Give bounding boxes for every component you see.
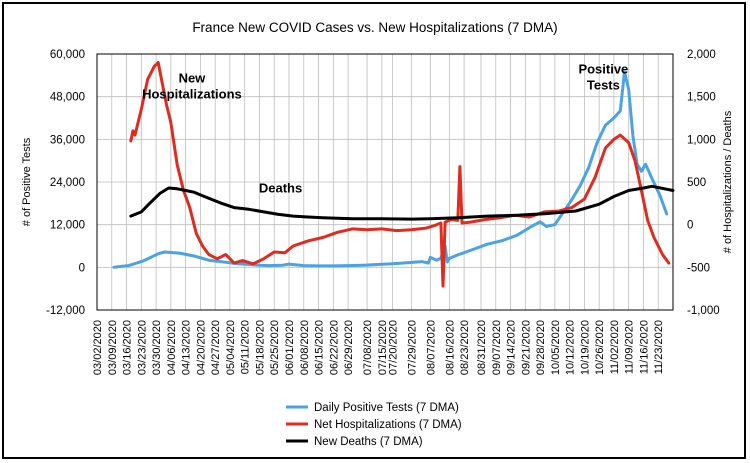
x-axis-tick-label: 03/23/2020: [136, 320, 148, 375]
series-line: [112, 70, 669, 269]
x-axis-tick-label: 05/18/2020: [254, 320, 266, 375]
x-axis-tick-label: 04/20/2020: [195, 320, 207, 375]
left-axis-tick-label: 48,000: [50, 92, 85, 104]
annotation-label: New Hospitalizations: [142, 70, 242, 101]
left-axis-tick-label: 36,000: [50, 134, 85, 146]
left-axis-tick-label: 60,000: [50, 49, 85, 61]
plot-area-border: [96, 53, 674, 311]
right-axis-ticks: -1,000 -500 0 500 1,000 1,500 2,000: [687, 49, 720, 317]
x-axis-tick-label: 06/08/2020: [299, 320, 311, 375]
x-axis-tick-label: 08/07/2020: [425, 320, 437, 375]
x-axis-tick-label: 11/16/2020: [638, 320, 650, 374]
series-line: [129, 184, 675, 221]
right-axis-tick-label: 0: [687, 220, 693, 232]
x-axis-tick-label: 06/15/2020: [314, 320, 326, 375]
left-axis-tick-label: 24,000: [50, 177, 85, 189]
left-axis-title: # of Positive Tests: [21, 137, 33, 226]
right-axis-tick-label: 1,500: [687, 92, 716, 104]
x-axis-tick-label: 03/09/2020: [107, 320, 119, 375]
x-axis-tick-label: 08/16/2020: [444, 320, 456, 375]
right-axis-tick-label: 1,000: [687, 134, 716, 146]
x-axis-tick-label: 10/19/2020: [579, 320, 591, 375]
x-axis-tick-label: 10/05/2020: [550, 320, 562, 375]
x-axis-tick-label: 09/07/2020: [491, 320, 503, 375]
x-axis-tick-label: 06/01/2020: [284, 320, 296, 375]
left-axis-tick-label: 0: [79, 262, 85, 274]
x-axis-tick-label: 09/14/2020: [506, 320, 518, 375]
x-axis-tick-label: 05/11/2020: [240, 320, 252, 374]
x-axis-tick-label: 09/28/2020: [535, 320, 547, 375]
x-axis-tick-label: 11/02/2020: [609, 320, 621, 374]
x-axis-tick-label: 09/21/2020: [520, 320, 532, 375]
x-axis-tick-label: 10/26/2020: [594, 320, 606, 375]
left-axis-ticks: -12,000 0 12,000 24,000 36,000 48,000 60,000: [46, 49, 85, 317]
x-axis-tick-label: 08/31/2020: [476, 320, 488, 375]
covid-chart: France New COVID Cases vs. New Hospitali…: [21, 20, 734, 448]
right-axis-tick-label: -500: [687, 262, 710, 274]
series-lines: [112, 61, 675, 288]
right-axis-tick-label: 2,000: [687, 49, 716, 61]
x-axis-tick-label: 04/27/2020: [210, 320, 222, 375]
series-line: [129, 61, 671, 288]
x-axis-tick-label: 04/13/2020: [181, 320, 193, 375]
x-axis-tick-label: 03/16/2020: [122, 320, 134, 375]
x-axis-tick-label: 05/04/2020: [225, 320, 237, 375]
x-axis-tick-label: 08/23/2020: [459, 320, 471, 375]
x-axis-tick-label: 05/25/2020: [269, 320, 281, 375]
x-axis-tick-label: 11/09/2020: [624, 320, 636, 374]
chart-frame: France New COVID Cases vs. New Hospitali…: [2, 2, 746, 459]
right-axis-tick-label: 500: [687, 177, 706, 189]
x-axis-tick-label: 03/02/2020: [92, 320, 104, 375]
x-axis-tick-label: 07/15/2020: [377, 320, 389, 375]
annotation-label: Deaths: [259, 181, 302, 196]
left-axis-tick-label: 12,000: [50, 220, 85, 232]
x-axis-tick-label: 06/22/2020: [328, 320, 340, 375]
x-axis-tick-label: 07/08/2020: [362, 320, 374, 375]
x-axis-tick-label: 07/29/2020: [406, 320, 418, 375]
x-axis-tick-label: 03/30/2020: [151, 320, 163, 375]
left-axis-tick-label: -12,000: [46, 305, 85, 317]
x-axis-ticks: 03/02/2020 03/09/2020 03/16/2020 03/23/2020…: [92, 320, 665, 375]
legend-label: Net Hospitalizations (7 DMA): [314, 419, 462, 431]
annotation-label: Positive Tests: [578, 62, 628, 93]
right-axis-title: # of Hospitalizations / Deaths: [722, 110, 734, 253]
x-axis-tick-label: 10/12/2020: [565, 320, 577, 375]
x-axis-tick-label: 06/29/2020: [343, 320, 355, 375]
chart-legend: Daily Positive Tests (7 DMA) Net Hospital…: [286, 402, 462, 448]
chart-title: France New COVID Cases vs. New Hospitali…: [192, 20, 557, 35]
x-axis-tick-label: 07/20/2020: [387, 320, 399, 375]
right-axis-tick-label: -1,000: [687, 305, 720, 317]
chart-annotations: New Hospitalizations Deaths Positive Tests: [142, 62, 628, 196]
x-axis-tick-label: 11/23/2020: [653, 320, 665, 374]
legend-label: New Deaths (7 DMA): [314, 436, 423, 448]
legend-label: Daily Positive Tests (7 DMA): [314, 402, 459, 414]
x-axis-tick-label: 04/06/2020: [166, 320, 178, 375]
